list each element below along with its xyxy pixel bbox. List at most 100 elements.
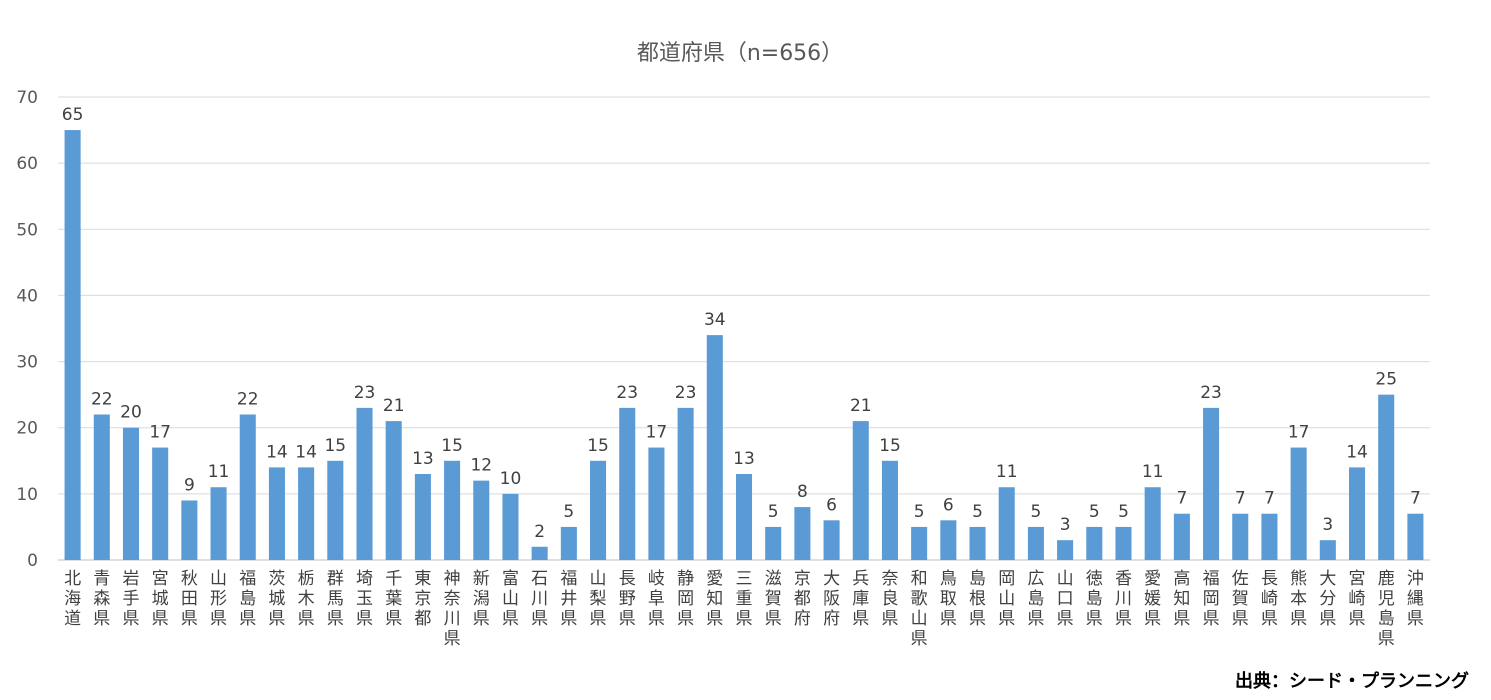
data-label: 12 <box>470 456 492 476</box>
data-label: 15 <box>587 436 609 456</box>
x-tick-label: 長崎県 <box>1261 569 1278 629</box>
x-tick-label: 富山県 <box>502 569 519 629</box>
x-tick-label: 大阪府 <box>823 569 840 629</box>
data-label: 13 <box>733 449 755 469</box>
y-tick-label: 40 <box>16 286 38 306</box>
x-tick-label: 福井県 <box>560 569 577 629</box>
data-label: 11 <box>208 462 230 482</box>
bar <box>677 407 694 560</box>
data-label: 11 <box>996 462 1018 482</box>
bar <box>93 414 110 560</box>
gridlines <box>58 96 1430 561</box>
x-axis: 北海道青森県岩手県宮城県秋田県山形県福島県茨城県栃木県群馬県埼玉県千葉県東京都神… <box>64 569 1424 649</box>
data-label: 7 <box>1264 489 1275 509</box>
bar <box>1348 467 1366 560</box>
bar <box>210 487 227 560</box>
x-tick-label: 福岡県 <box>1203 569 1220 629</box>
data-label: 7 <box>1176 489 1187 509</box>
x-tick-label: 茨城県 <box>268 569 285 629</box>
data-label: 5 <box>1089 502 1100 522</box>
x-tick-label: 長野県 <box>619 569 636 629</box>
bar <box>356 407 373 560</box>
data-label: 11 <box>1142 462 1164 482</box>
x-tick-label: 山口県 <box>1057 569 1074 629</box>
bar <box>64 130 81 561</box>
x-tick-label: 京都府 <box>794 569 811 629</box>
data-label: 15 <box>879 436 901 456</box>
bar <box>1086 526 1103 560</box>
data-label: 65 <box>62 105 84 125</box>
data-label: 9 <box>184 475 195 495</box>
bar <box>765 526 782 560</box>
x-tick-label: 北海道 <box>64 569 81 629</box>
data-label: 2 <box>534 522 545 542</box>
data-label: 20 <box>120 403 142 423</box>
x-tick-label: 東京都 <box>414 569 431 629</box>
y-tick-label: 20 <box>16 419 38 439</box>
data-label: 14 <box>1346 442 1368 462</box>
bar <box>122 427 140 560</box>
bar <box>706 335 723 560</box>
bar <box>502 493 519 560</box>
data-label: 21 <box>850 396 872 416</box>
data-label: 17 <box>646 423 668 443</box>
data-label: 25 <box>1375 370 1397 390</box>
x-tick-label: 和歌山県 <box>911 569 928 649</box>
data-label: 10 <box>500 469 522 489</box>
data-label: 17 <box>1288 423 1310 443</box>
bar <box>1203 407 1220 560</box>
x-tick-label: 佐賀県 <box>1232 569 1249 629</box>
bar <box>1144 487 1161 560</box>
data-label: 8 <box>797 482 808 502</box>
data-label: 5 <box>563 502 574 522</box>
bar <box>268 467 285 560</box>
x-tick-label: 群馬県 <box>327 569 344 629</box>
bar <box>1057 540 1074 560</box>
data-label: 13 <box>412 449 434 469</box>
x-tick-label: 宮城県 <box>152 569 169 629</box>
data-label: 7 <box>1235 489 1246 509</box>
bar <box>1290 447 1307 560</box>
data-label: 23 <box>354 383 376 403</box>
x-tick-label: 高知県 <box>1173 569 1190 629</box>
data-label: 7 <box>1410 489 1421 509</box>
x-tick-label: 岡山県 <box>998 569 1015 629</box>
bar <box>823 520 840 560</box>
bar <box>414 474 431 560</box>
x-tick-label: 栃木県 <box>298 569 315 629</box>
bar <box>619 407 636 560</box>
data-label: 21 <box>383 396 405 416</box>
x-tick-label: 石川県 <box>531 569 548 629</box>
x-tick-label: 埼玉県 <box>356 569 373 629</box>
x-tick-label: 岐阜県 <box>648 569 665 629</box>
x-tick-label: 奈良県 <box>881 569 898 629</box>
bar <box>560 526 577 560</box>
x-tick-label: 広島県 <box>1027 569 1044 629</box>
source-note: 出典：シード・プランニング <box>1235 671 1469 692</box>
data-label: 34 <box>704 310 726 330</box>
y-tick-label: 10 <box>16 485 38 505</box>
data-label: 5 <box>1031 502 1042 522</box>
data-label: 5 <box>1118 502 1129 522</box>
x-tick-label: 山梨県 <box>590 569 607 629</box>
bar <box>1319 540 1336 560</box>
y-axis: 0 10 20 30 40 50 60 70 <box>16 88 38 571</box>
x-tick-label: 大分県 <box>1319 569 1336 629</box>
bar <box>590 460 607 560</box>
x-tick-label: 滋賀県 <box>765 569 782 629</box>
bar <box>998 487 1015 560</box>
bar <box>473 480 490 560</box>
y-tick-label: 50 <box>16 220 38 240</box>
chart-title: 都道府県（n=656） <box>637 41 843 66</box>
bar <box>385 421 402 560</box>
data-label: 5 <box>972 502 983 522</box>
x-tick-label: 島根県 <box>969 569 986 629</box>
bars <box>64 130 1424 561</box>
y-tick-label: 70 <box>16 88 38 108</box>
data-label: 6 <box>943 495 954 515</box>
bar <box>239 414 256 560</box>
data-label: 5 <box>914 502 925 522</box>
x-tick-label: 福島県 <box>239 569 256 629</box>
x-tick-label: 宮崎県 <box>1349 569 1366 629</box>
